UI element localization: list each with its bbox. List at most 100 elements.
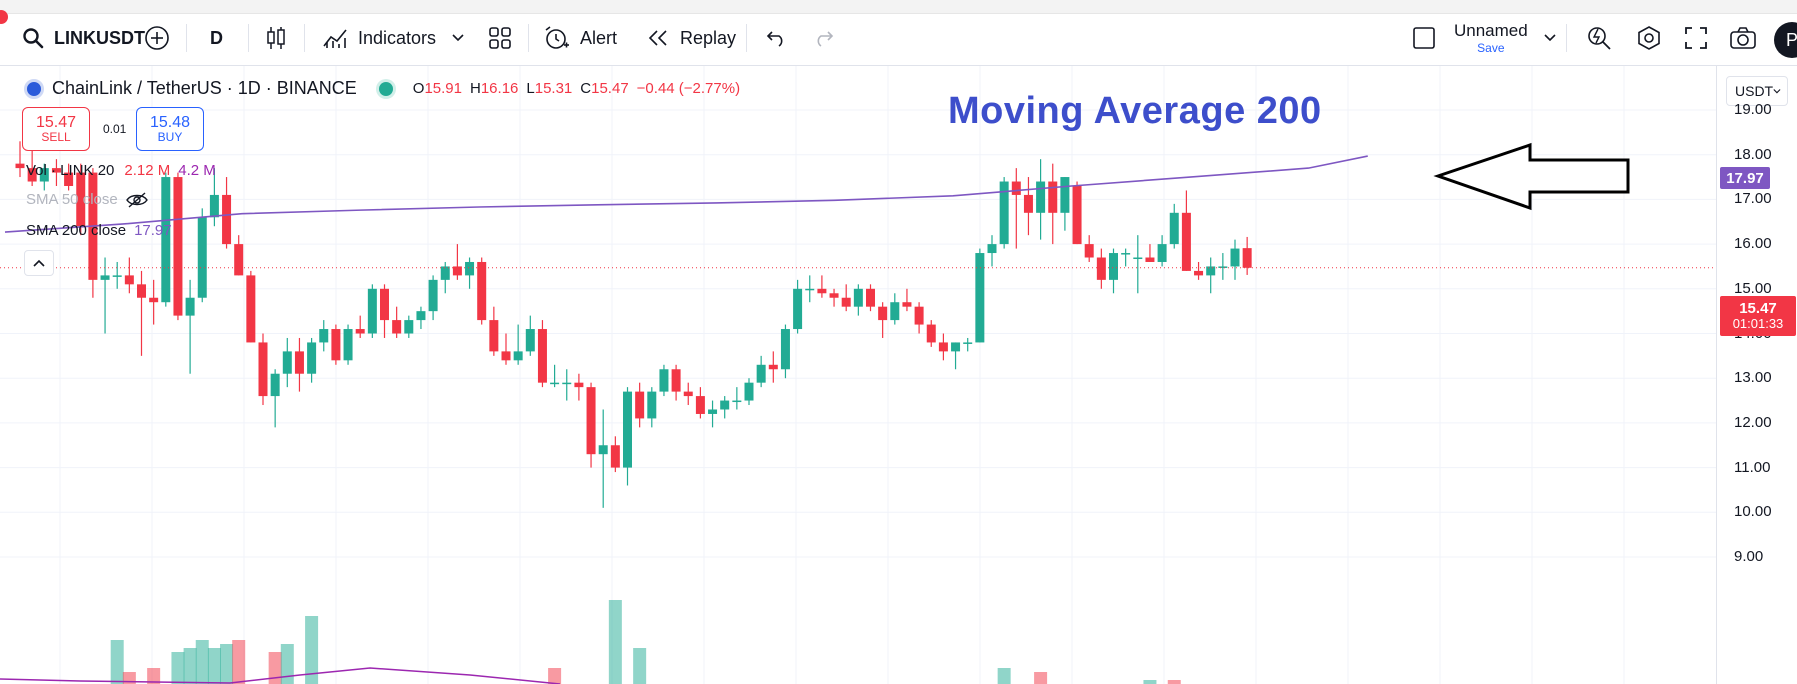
lightning-search-icon xyxy=(1588,27,1611,50)
candle-body xyxy=(708,409,718,414)
bar-countdown: 01:01:33 xyxy=(1732,316,1784,332)
volume-bar xyxy=(1034,672,1048,684)
square-icon xyxy=(1413,27,1435,49)
notification-badge[interactable] xyxy=(0,10,8,24)
candle-body xyxy=(124,275,134,285)
candle-body xyxy=(695,396,705,414)
templates-button[interactable] xyxy=(488,18,512,58)
candle-body xyxy=(343,329,353,361)
chart-pane[interactable] xyxy=(0,66,1797,684)
hexagon-gear-icon xyxy=(1638,26,1660,50)
candle-body xyxy=(501,351,511,361)
eye-hidden-icon[interactable] xyxy=(126,192,148,208)
candle-body xyxy=(282,351,292,374)
candle-body xyxy=(137,284,146,298)
sma-50-legend[interactable]: SMA 50 close xyxy=(26,191,148,208)
change-value: −0.44 (−2.77%) xyxy=(636,80,741,97)
candle-body xyxy=(1218,266,1228,268)
fullscreen-button[interactable] xyxy=(1684,18,1708,58)
candle-body xyxy=(1084,244,1094,258)
high-value: 16.16 xyxy=(480,80,519,97)
replay-button[interactable]: Replay xyxy=(646,18,736,58)
candle-body xyxy=(938,342,948,352)
symbol-search-button[interactable]: LINKUSDT xyxy=(22,18,145,58)
chevron-down-icon xyxy=(452,34,464,42)
quick-search-button[interactable] xyxy=(1586,18,1612,58)
volume-bar xyxy=(633,648,647,684)
candle-body xyxy=(270,373,280,397)
volume-ma-line xyxy=(0,667,561,684)
candle-body xyxy=(951,342,961,352)
candle-body xyxy=(319,329,329,343)
chart-type-button[interactable] xyxy=(264,18,288,58)
volume-bar xyxy=(268,652,282,684)
candles xyxy=(15,141,1252,508)
candle-body xyxy=(149,297,159,303)
low-value: 15.31 xyxy=(534,80,573,97)
candle-body xyxy=(914,306,924,325)
collapse-legend-button[interactable] xyxy=(24,250,54,276)
rewind-icon xyxy=(648,30,667,46)
candle-body xyxy=(392,320,402,334)
chart-grid xyxy=(0,66,1716,684)
buy-label: BUY xyxy=(157,130,183,145)
price-tick-label: 18.00 xyxy=(1734,145,1772,163)
buy-button[interactable]: 15.48 BUY xyxy=(136,107,204,151)
chevron-up-icon xyxy=(33,259,45,267)
compare-button[interactable] xyxy=(144,18,170,58)
candle-body xyxy=(15,163,25,169)
candle-body xyxy=(574,382,584,388)
currency-label: USDT xyxy=(1735,83,1774,99)
volume-indicator-legend[interactable]: Vol · LINK 20 2.12 M 4.2 M xyxy=(26,162,216,179)
candle-body xyxy=(1109,253,1118,280)
indicators-button[interactable]: Indicators xyxy=(322,18,464,58)
sell-label: SELL xyxy=(41,130,71,145)
volume-bar xyxy=(232,640,246,684)
price-tick-label: 16.00 xyxy=(1734,235,1772,253)
redo-icon xyxy=(817,31,834,47)
settings-button[interactable] xyxy=(1636,18,1662,58)
layout-name-button[interactable]: Unnamed Save xyxy=(1454,18,1556,58)
candle-body xyxy=(112,275,122,277)
market-open-status-icon xyxy=(378,81,393,96)
candles-icon xyxy=(267,27,285,49)
symbol-label: LINKUSDT xyxy=(54,27,145,48)
toolbar-divider xyxy=(1566,24,1567,52)
interval-label: D xyxy=(210,27,223,48)
chainlink-logo-icon xyxy=(24,78,44,99)
volume-bar xyxy=(997,668,1011,684)
symbol-legend[interactable]: ChainLink / TetherUS · 1D · BINANCE O15.… xyxy=(24,78,748,99)
undo-icon xyxy=(766,31,783,47)
layout-square-button[interactable] xyxy=(1412,18,1436,58)
low-key: L xyxy=(526,80,535,97)
candle-body xyxy=(635,391,645,419)
price-tick-label: 10.00 xyxy=(1734,503,1772,521)
undo-button[interactable] xyxy=(766,18,788,58)
candle-body xyxy=(598,445,608,455)
candle-body xyxy=(987,244,997,254)
price-chart[interactable] xyxy=(0,66,1716,684)
candle-body xyxy=(380,288,389,321)
candle-body xyxy=(586,387,596,455)
moving-average-annotation[interactable]: Moving Average 200 xyxy=(948,90,1322,132)
alert-button[interactable]: Alert xyxy=(544,18,617,58)
candle-body xyxy=(51,168,61,173)
candle-body xyxy=(489,320,499,352)
currency-selector[interactable]: USDT xyxy=(1726,76,1788,106)
avatar[interactable]: P xyxy=(1774,22,1797,58)
interval-button[interactable]: D xyxy=(210,18,223,58)
redo-button[interactable] xyxy=(812,18,834,58)
candle-body xyxy=(1048,181,1058,213)
toolbar-divider xyxy=(528,24,529,52)
candle-body xyxy=(1133,257,1143,260)
candle-body xyxy=(817,288,827,294)
sell-button[interactable]: 15.47 SELL xyxy=(22,107,90,151)
candle-body xyxy=(1036,181,1046,213)
sma-200-legend[interactable]: SMA 200 close 17.97 xyxy=(26,222,172,239)
candle-body xyxy=(768,364,778,370)
candle-body xyxy=(525,329,535,352)
snapshot-button[interactable] xyxy=(1729,18,1757,58)
candle-body xyxy=(793,288,803,330)
candle-body xyxy=(258,342,268,397)
volume-bar xyxy=(147,668,161,684)
